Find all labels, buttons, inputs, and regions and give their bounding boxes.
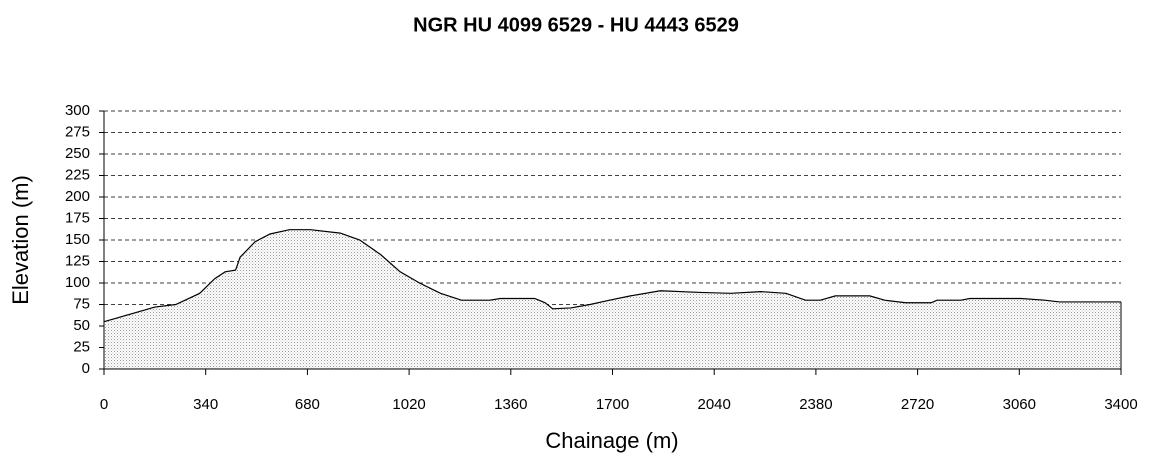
y-axis-label: Elevation (m) (8, 175, 33, 305)
x-tick-label: 2720 (901, 396, 934, 413)
chart-title: NGR HU 4099 6529 - HU 4443 6529 (413, 14, 739, 36)
y-tick-label: 275 (65, 123, 90, 140)
y-tick-label: 150 (65, 231, 90, 248)
y-tick-label: 200 (65, 188, 90, 205)
y-tick-label: 0 (82, 360, 90, 377)
y-tick-label: 25 (73, 338, 90, 355)
y-tick-label: 225 (65, 166, 90, 183)
area (104, 229, 1121, 369)
x-tick-label: 0 (100, 396, 108, 413)
y-tick-label: 100 (65, 274, 90, 291)
y-tick-label: 175 (65, 209, 90, 226)
x-tick-label: 680 (295, 396, 320, 413)
x-tick-label: 3400 (1104, 396, 1137, 413)
y-tick-label: 250 (65, 145, 90, 162)
y-tick-label: 125 (65, 252, 90, 269)
y-tick-label: 75 (73, 295, 90, 312)
x-tick-label: 3060 (1003, 396, 1036, 413)
x-tick-label: 1020 (392, 396, 425, 413)
x-tick-label: 1700 (596, 396, 629, 413)
x-tick-label: 2040 (698, 396, 731, 413)
x-axis-label: Chainage (m) (545, 428, 678, 453)
x-tick-label: 2380 (799, 396, 832, 413)
x-tick-label: 340 (193, 396, 218, 413)
y-tick-label: 50 (73, 317, 90, 334)
y-tick-label: 300 (65, 102, 90, 119)
line (103, 229, 1121, 323)
x-tick-label: 1360 (494, 396, 527, 413)
